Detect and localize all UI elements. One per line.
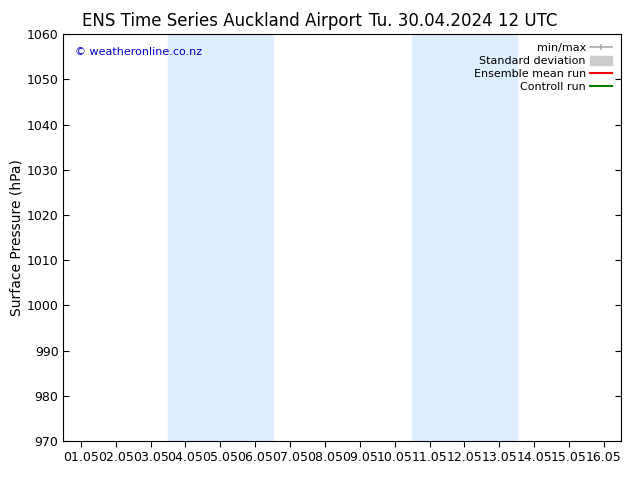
Y-axis label: Surface Pressure (hPa): Surface Pressure (hPa) [10,159,24,316]
Bar [168,34,273,441]
Text: © weatheronline.co.nz: © weatheronline.co.nz [75,47,202,56]
Text: ENS Time Series Auckland Airport: ENS Time Series Auckland Airport [82,12,362,30]
Text: Tu. 30.04.2024 12 UTC: Tu. 30.04.2024 12 UTC [368,12,557,30]
Legend: min/max, Standard deviation, Ensemble mean run, Controll run: min/max, Standard deviation, Ensemble me… [470,40,616,95]
Bar [412,34,517,441]
